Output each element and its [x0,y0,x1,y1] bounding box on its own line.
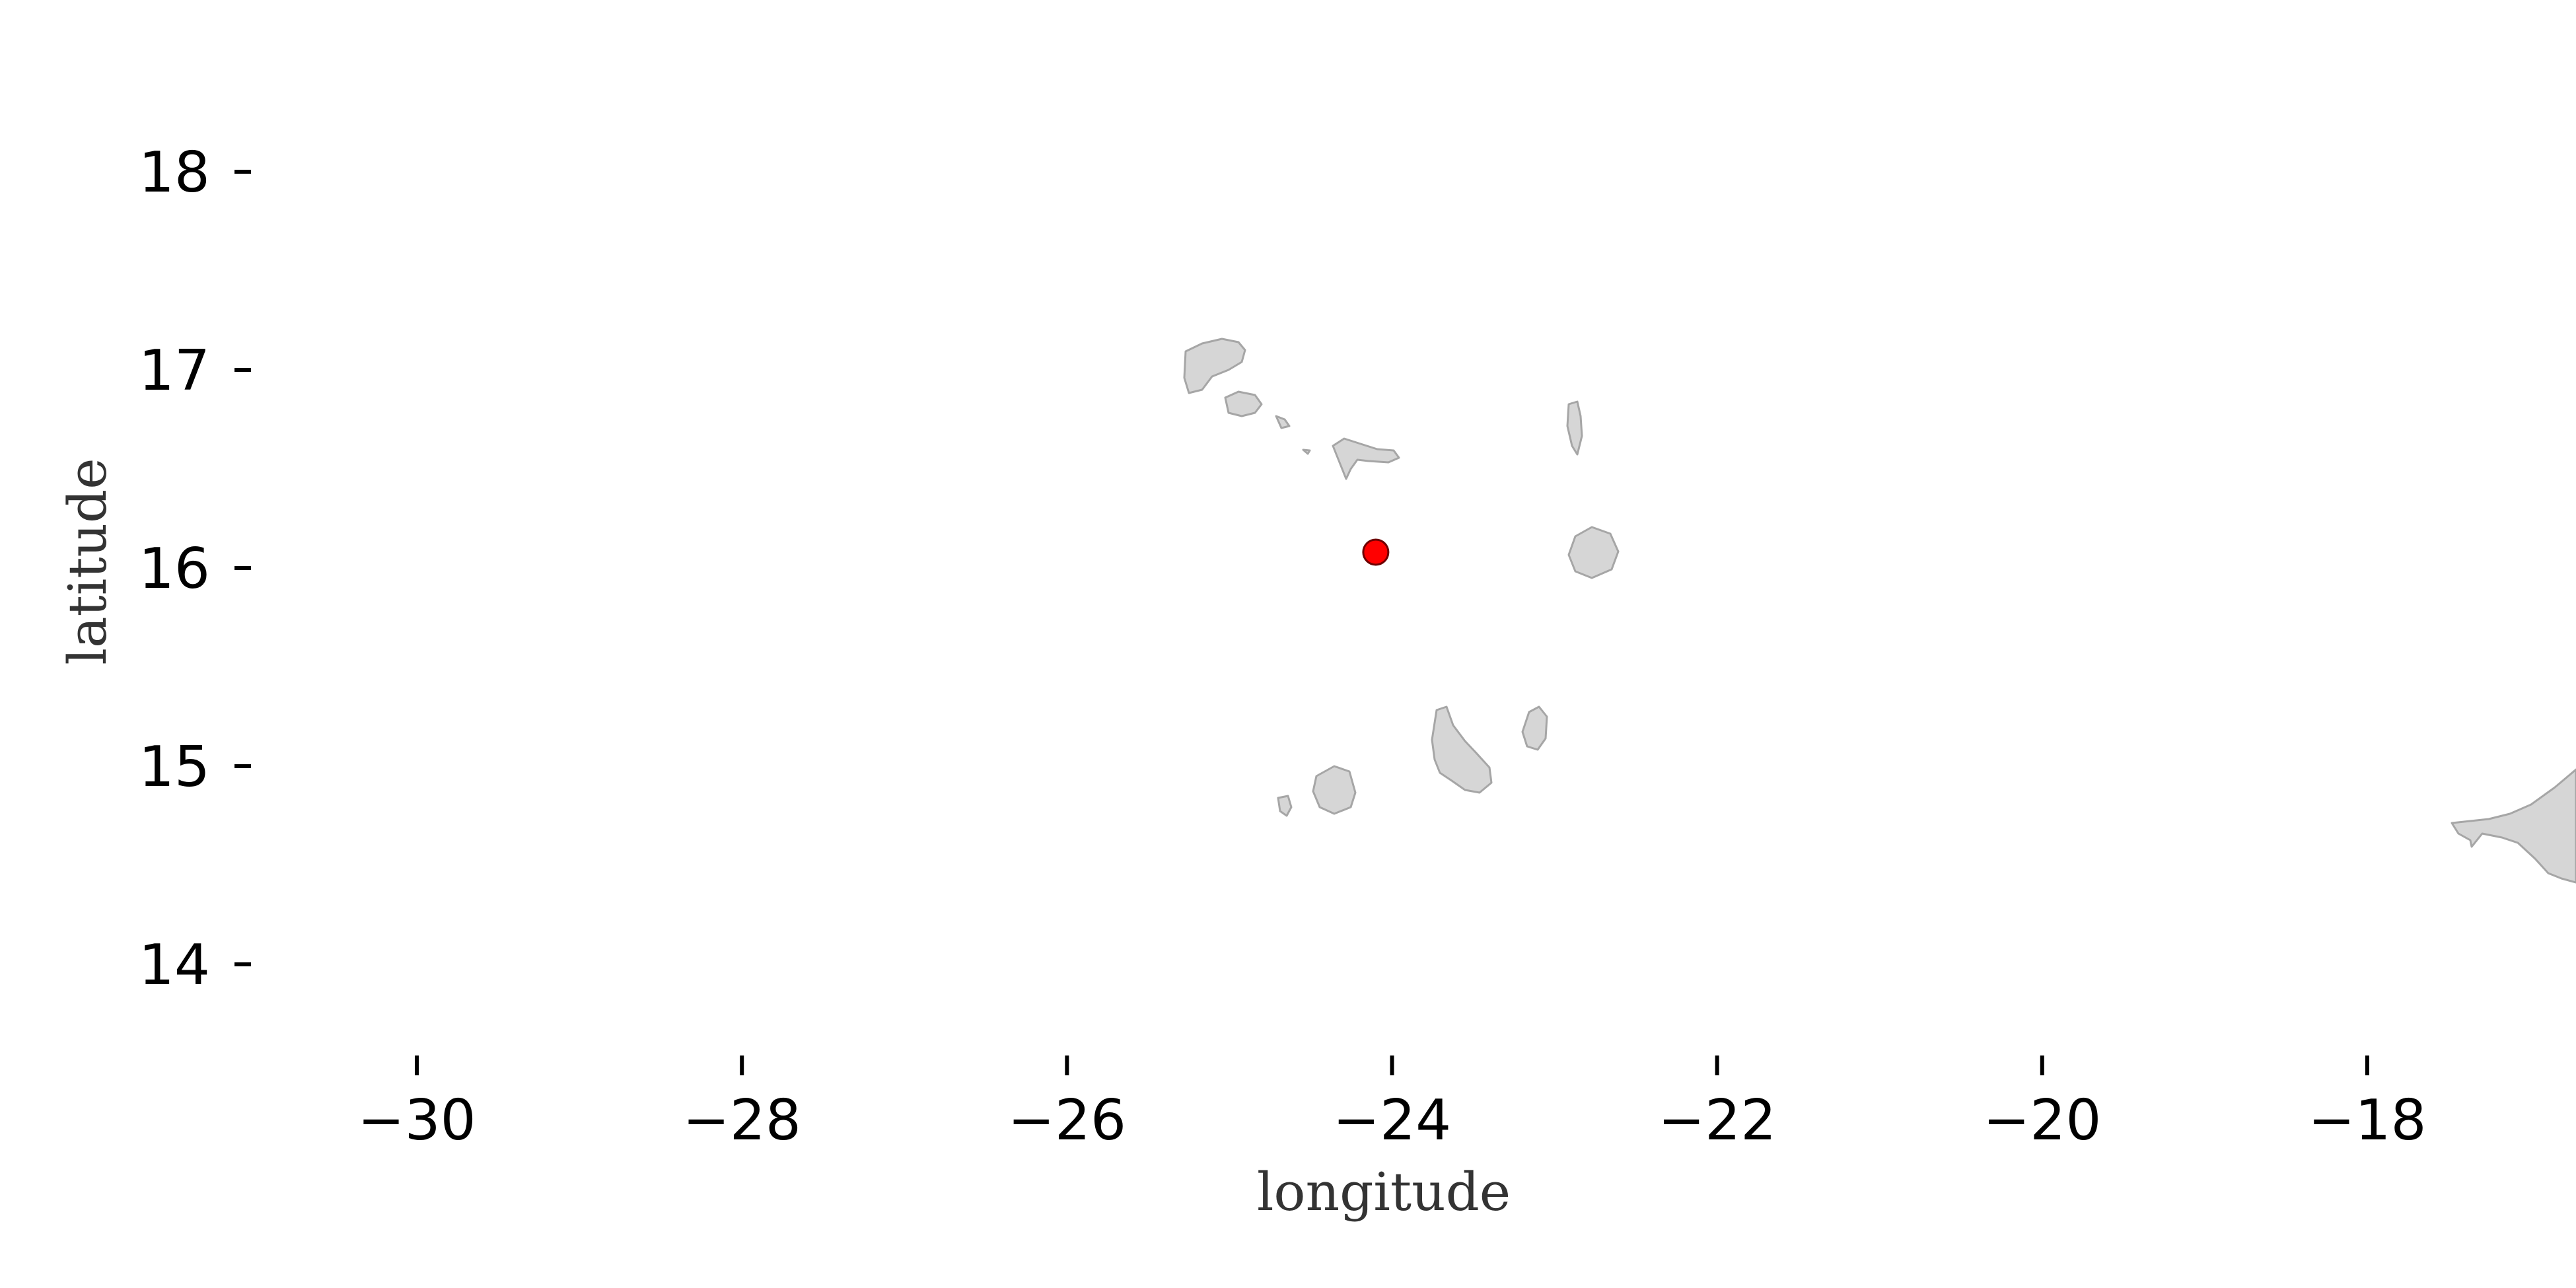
brava-island [1277,795,1293,817]
sal-island [1566,400,1583,456]
x-tick-label: −22 [1658,1088,1776,1153]
x-tick-label: −28 [683,1088,801,1153]
y-tick-label: 14 [139,933,210,998]
santa-luzia-island [1275,415,1291,429]
x-tick-label: −20 [1983,1088,2101,1153]
santo-antao-island [1183,338,1246,394]
fogo-island [1312,765,1357,815]
x-tick-label: −18 [2308,1088,2426,1153]
y-tick-label: 16 [139,536,210,602]
sao-vicente-island [1224,390,1263,417]
y-tick-label: 18 [139,140,210,205]
x-tick-label: −26 [1008,1088,1126,1153]
sao-nicolau-island [1332,437,1400,480]
y-tick-label: 15 [139,734,210,800]
land-layer [1183,338,2576,884]
santiago-island [1431,705,1493,794]
x-axis-title: longitude [1257,1161,1511,1223]
location-marker [1362,538,1390,566]
marker-layer [1362,538,1390,566]
x-tick-label: −24 [1333,1088,1451,1153]
y-axis: 14 15 16 17 18 [139,140,251,998]
x-axis: −30 −28 −26 −24 −22 −20 −18 [357,1055,2427,1153]
y-tick-label: 17 [139,338,210,404]
x-tick-label: −30 [357,1088,476,1153]
african-coast-landmass [2451,768,2576,884]
maio-island [1521,705,1548,751]
boa-vista-island [1567,526,1620,579]
y-axis-title: latitude [57,458,118,664]
raso-islet [1302,448,1311,455]
